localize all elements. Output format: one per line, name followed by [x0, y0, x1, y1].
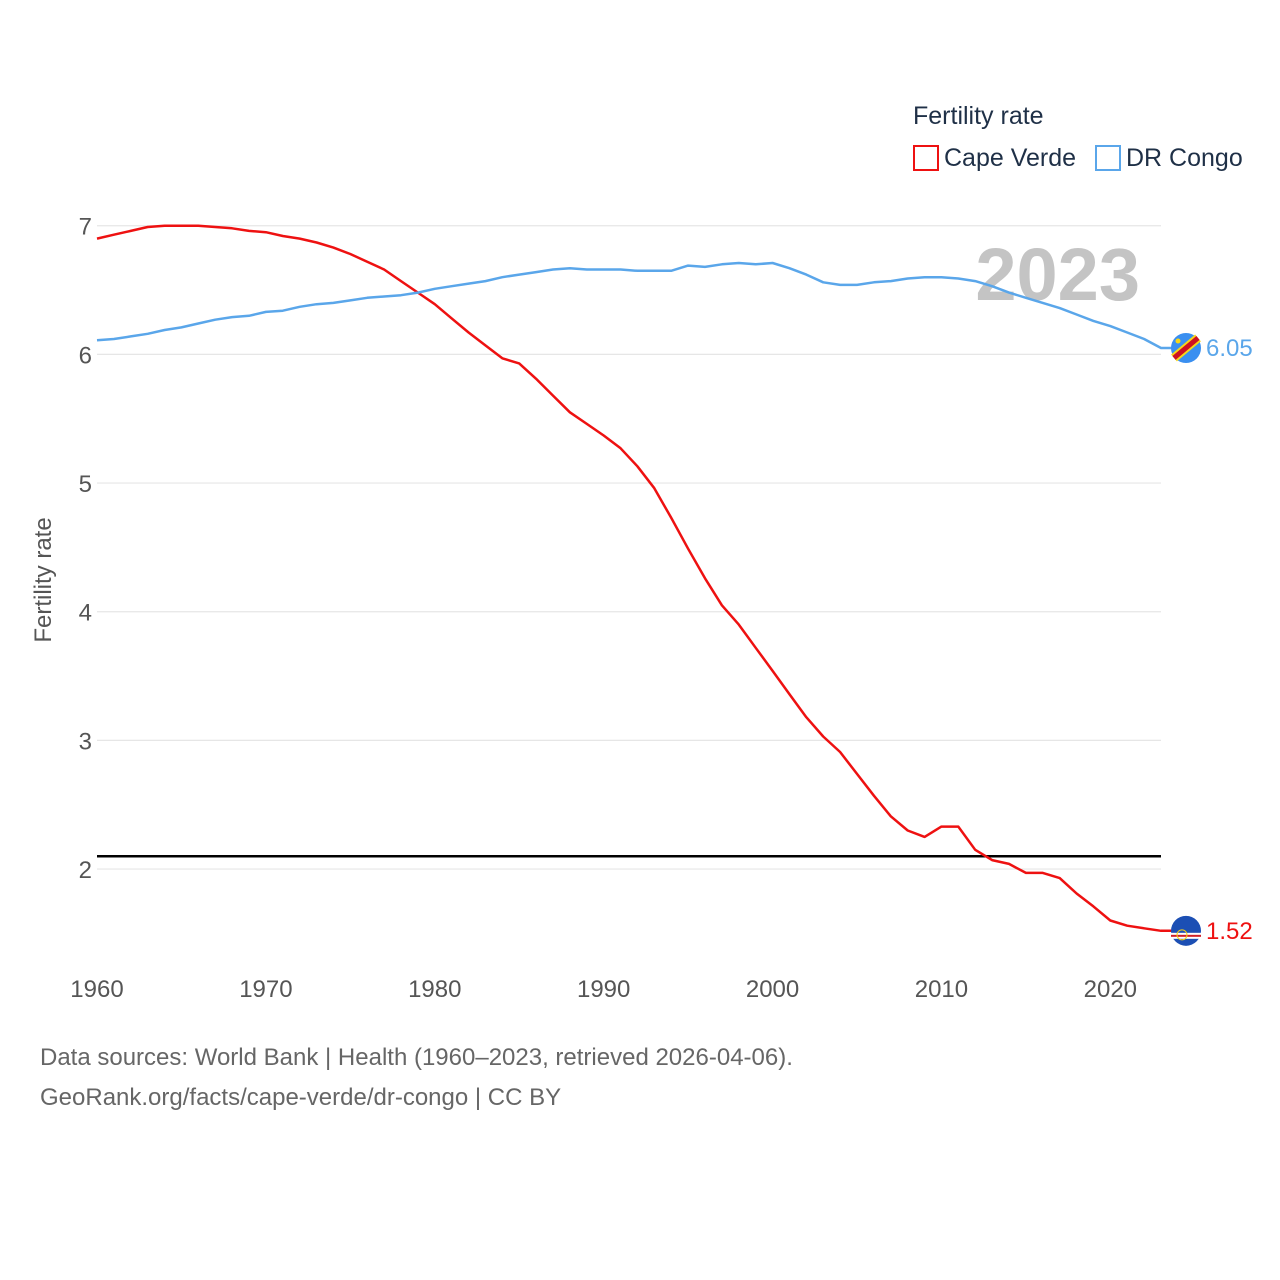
legend-swatch-dr-congo: [1095, 145, 1121, 171]
x-tick-label-1960: 1960: [70, 976, 123, 1003]
series-line-dr-congo: [96, 261, 1176, 350]
y-axis-title: Fertility rate: [30, 517, 57, 642]
year-watermark: 2023: [975, 233, 1140, 316]
flag-star-ring: [1176, 929, 1188, 941]
y-tick-label-4: 4: [79, 600, 92, 627]
legend-item-cape-verde[interactable]: Cape Verde: [913, 144, 1076, 172]
legend-label-cape-verde: Cape Verde: [944, 144, 1076, 172]
series-line-cape-verde: [96, 224, 1176, 933]
y-tick-label-5: 5: [79, 471, 92, 498]
y-tick-label-3: 3: [79, 728, 92, 755]
legend-title: Fertility rate: [913, 102, 1044, 130]
legend-item-dr-congo[interactable]: DR Congo: [1095, 144, 1243, 172]
legend-swatch-cape-verde: [913, 145, 939, 171]
end-label-cape-verde: 1.52: [1206, 918, 1253, 945]
x-axis-ticks: 1960 1970 1980 1990 2000 2010 2020: [70, 976, 1137, 1003]
gridlines: [97, 225, 1161, 870]
end-markers: 1.52 6.05: [1171, 332, 1253, 946]
x-tick-label-1990: 1990: [577, 976, 630, 1003]
fertility-rate-line-chart: Fertility rate Cape Verde DR Congo 2 3 4 5 6…: [30, 102, 1253, 1003]
y-axis-ticks: 2 3 4 5 6 7: [79, 214, 92, 884]
source-link[interactable]: GeoRank.org/facts/cape-verde/dr-congo | …: [40, 1084, 562, 1111]
flag-red-stripe: [1172, 336, 1200, 360]
data-source-text: Data sources: World Bank | Health (1960–…: [40, 1044, 793, 1071]
x-tick-label-2010: 2010: [915, 976, 968, 1003]
flag-background: [1171, 915, 1201, 946]
legend: Fertility rate Cape Verde DR Congo: [913, 102, 1243, 172]
cape-verde-flag-icon: [1171, 915, 1201, 946]
flag-star: [1175, 338, 1181, 344]
x-tick-label-2000: 2000: [746, 976, 799, 1003]
dr-congo-flag-icon: [1171, 332, 1201, 363]
y-tick-label-7: 7: [79, 214, 92, 241]
end-label-dr-congo: 6.05: [1206, 335, 1253, 362]
x-tick-label-1970: 1970: [239, 976, 292, 1003]
x-tick-label-2020: 2020: [1084, 976, 1137, 1003]
legend-label-dr-congo: DR Congo: [1126, 144, 1243, 172]
y-tick-label-2: 2: [79, 857, 92, 884]
x-tick-label-1980: 1980: [408, 976, 461, 1003]
y-tick-label-6: 6: [79, 342, 92, 369]
flag-red-band: [1171, 934, 1201, 937]
series-lines: [96, 224, 1176, 933]
